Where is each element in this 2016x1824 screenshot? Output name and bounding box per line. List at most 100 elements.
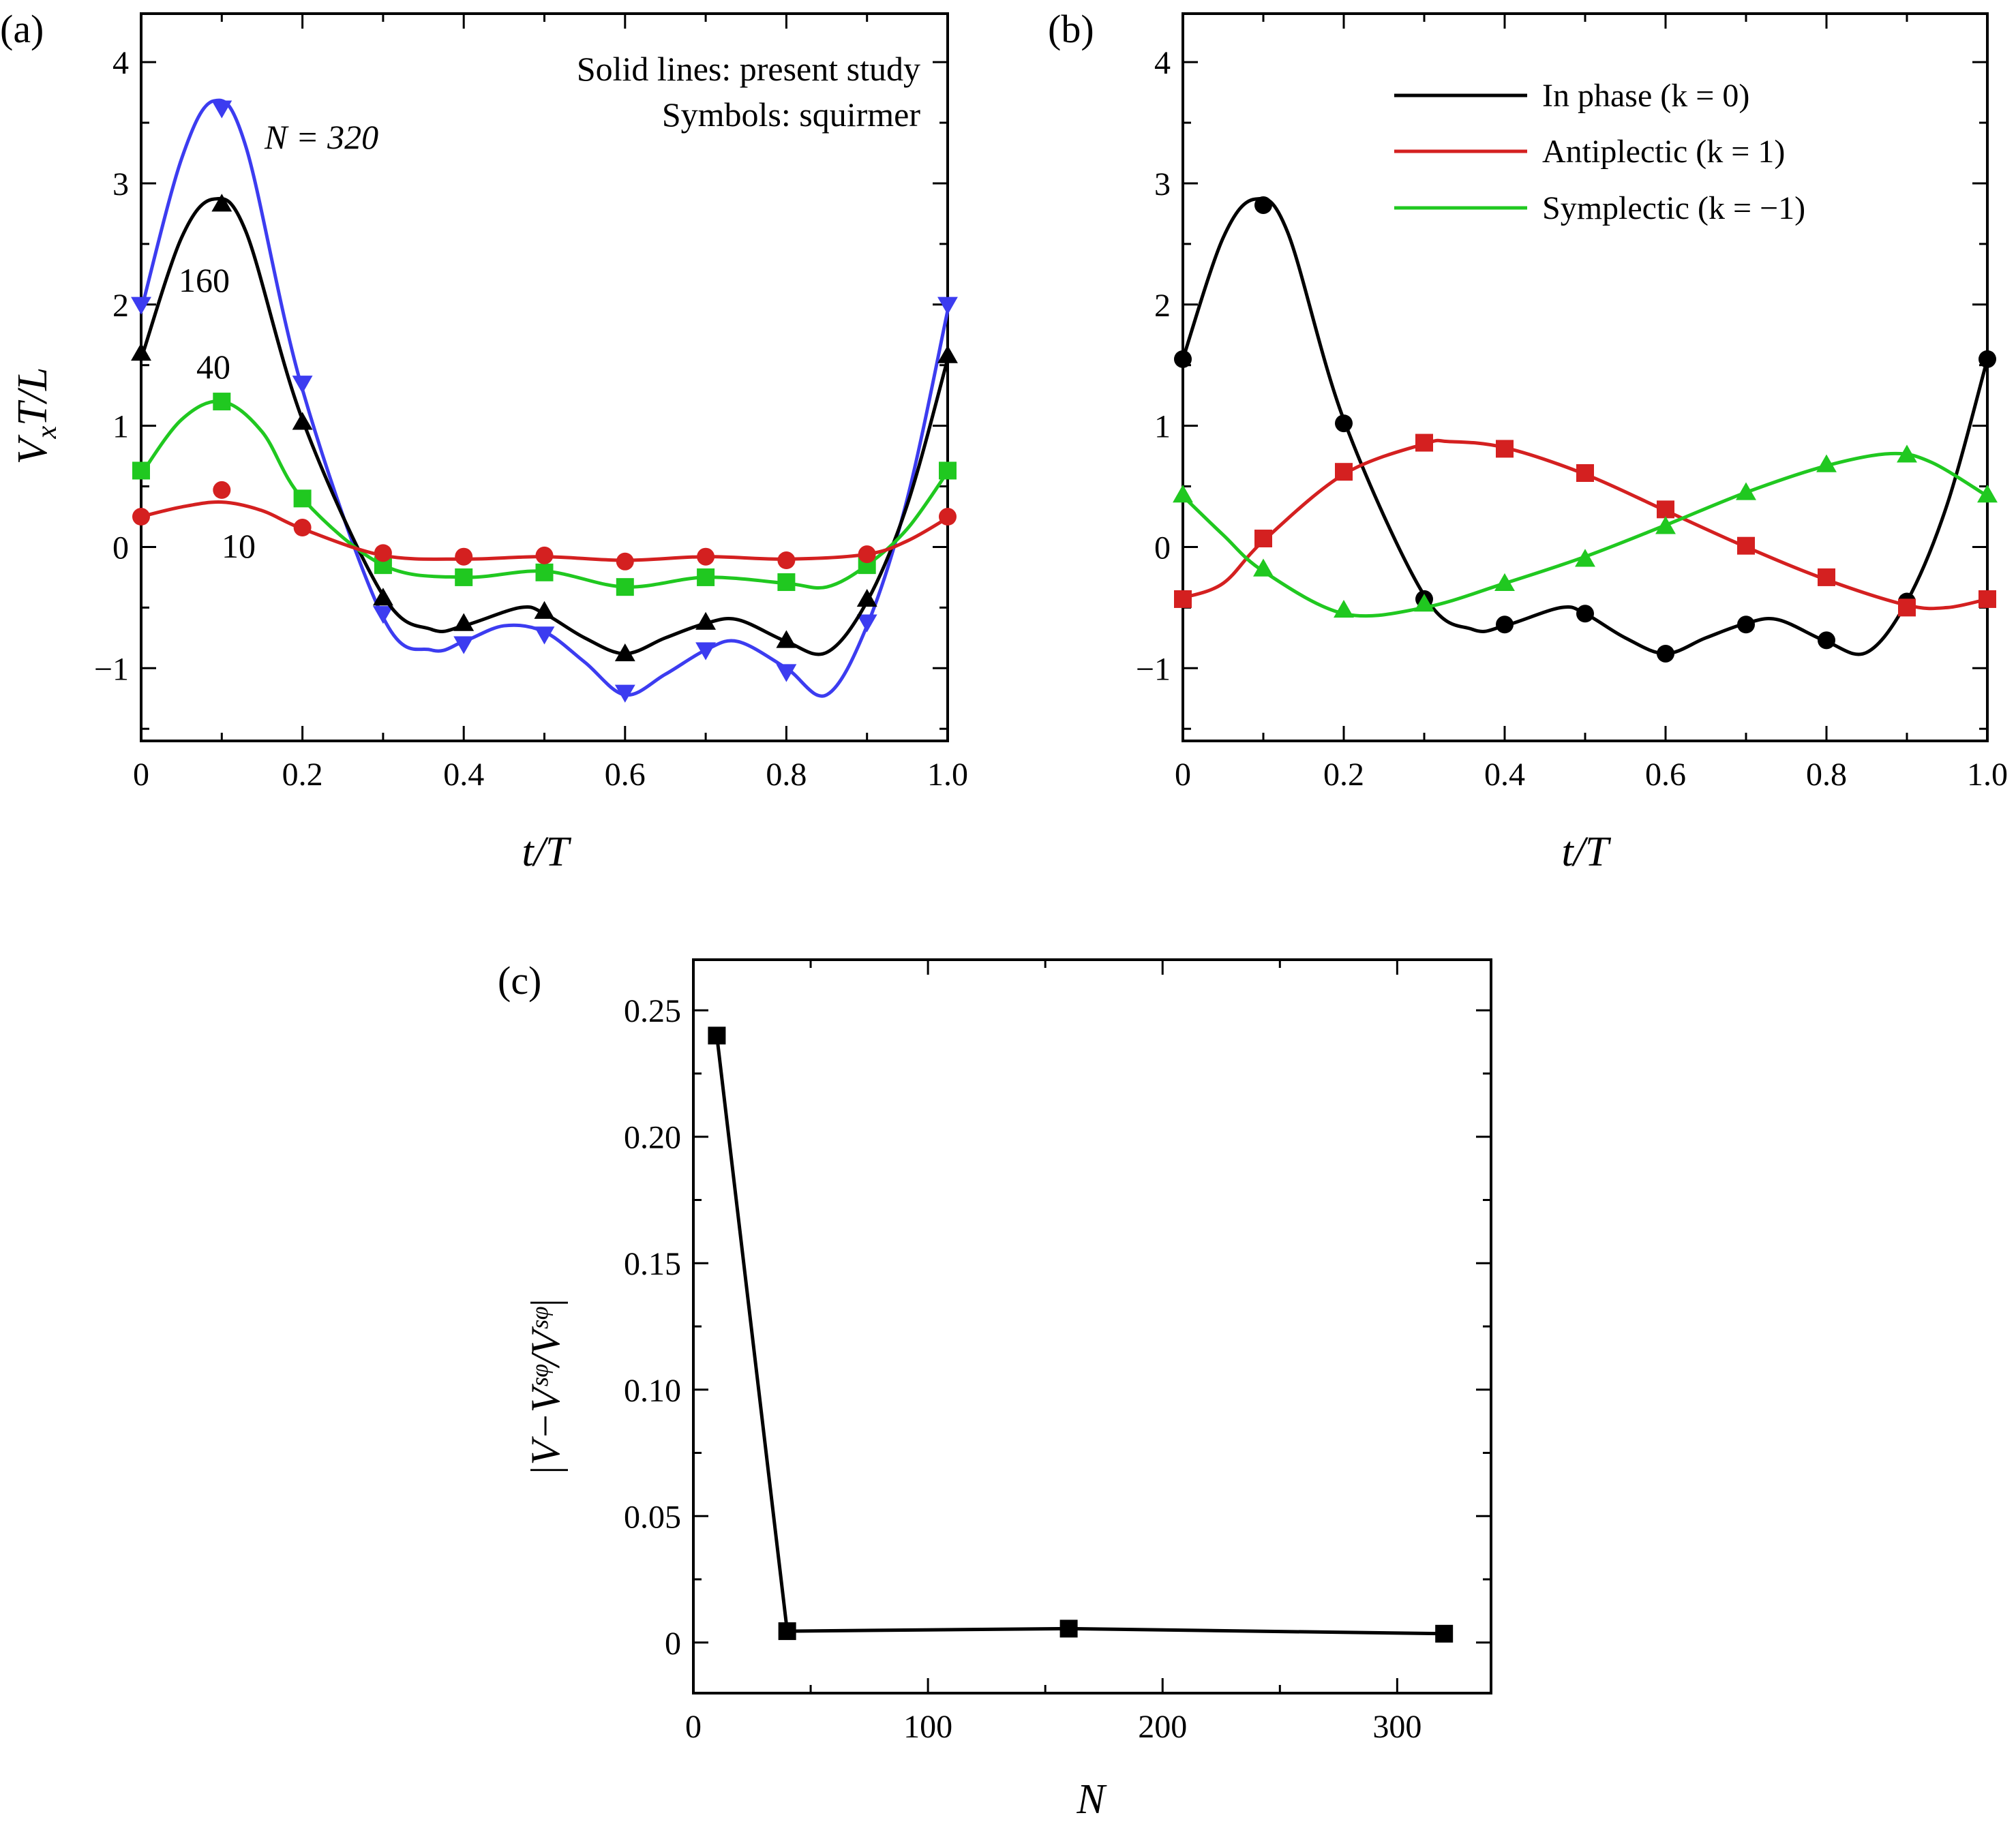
panel-a-series-3-point (616, 552, 634, 571)
panel-a-ytick-label: 4 (112, 45, 129, 81)
panel-b-series-2-point (1334, 599, 1354, 618)
panel-b-series-1-point (1818, 568, 1835, 586)
panel-b-series-1-point (1335, 463, 1353, 481)
panel-b-xlabel: t/T (1562, 829, 1612, 875)
panel-a-series-0-point (292, 376, 313, 394)
panel-b-xtick-label: 0.8 (1806, 757, 1847, 793)
legend-label-symplectic: Symplectic (k = −1) (1542, 190, 1805, 226)
panel-a-series-2-point (132, 461, 150, 480)
panel-a-ytick-label: −1 (94, 651, 129, 687)
panel-a-series-1-point (776, 630, 797, 648)
panel-a-series-2-point (213, 393, 231, 411)
panel-a-label: (a) (0, 7, 44, 51)
panel-a-series-3-point (455, 547, 473, 566)
panel-a-series-0-point (614, 684, 635, 703)
panel-c-ytick-label: 0.15 (624, 1246, 681, 1282)
panel-b-series-2-point (1173, 485, 1193, 503)
panel-a-series-0-point (856, 614, 877, 633)
curve-label-320: N = 320 (264, 118, 378, 156)
panel-a-series-1-point (131, 342, 151, 361)
panel-b-series-2-point (1977, 485, 1998, 503)
panel-b-series-1-point (1496, 440, 1514, 458)
panel-b-series-0-point (1335, 414, 1353, 433)
panel-b-series-1-point (1657, 500, 1674, 519)
panel-a-ytick-label: 3 (112, 166, 129, 202)
panel-a-series-0-point (776, 664, 797, 682)
panel-b-series-0-point (1254, 196, 1272, 214)
panel-c-ytick-label: 0.20 (624, 1120, 681, 1156)
panel-b-series-0-point (1576, 605, 1594, 623)
panel-a-series-1-point (211, 194, 232, 212)
panel-c-series-0-point (708, 1027, 726, 1045)
panel-a-series-2-point (293, 489, 312, 508)
panel-a-series-0 (131, 98, 958, 703)
panel-b-xtick-label: 0 (1175, 757, 1191, 793)
panel-a-series-3-point (132, 508, 150, 526)
legend-b: In phase (k = 0) Antiplectic (k = 1) Sym… (1394, 78, 1805, 226)
curve-label-40: 40 (196, 348, 230, 386)
panel-b-series-0 (1174, 196, 1996, 663)
panel-c-frame (692, 958, 1492, 1694)
panel-a-series-3-point (535, 546, 554, 564)
panel-b-series-2-point (1253, 558, 1274, 577)
panel-a-series-2-point (939, 461, 957, 480)
curve-label-10: 10 (222, 527, 256, 565)
panel-a-ytick-label: 1 (112, 409, 129, 445)
panel-b-series-1-point (1979, 590, 1996, 608)
legend-label-antiplectic: Antiplectic (k = 1) (1542, 134, 1785, 170)
panel-a-series-2-point (616, 578, 634, 596)
panel-a-series-1-point (372, 588, 393, 606)
panel-b-series-0-point (1657, 644, 1674, 663)
panel-b-series-2-point (1736, 482, 1756, 500)
panel-a-xtick-label: 0.2 (282, 757, 323, 793)
panel-b-series-0-point (1818, 631, 1835, 650)
panel-c-ytick-label: 0.05 (624, 1499, 681, 1535)
panel-a-series-2-point (777, 573, 796, 592)
panel-b-ytick-label: 4 (1154, 45, 1171, 81)
panel-a-series-3-line (140, 500, 949, 562)
panel-a-series-1-point (614, 643, 635, 662)
panel-b-series-1-point (1415, 434, 1433, 452)
panel-a-ylabel: VxT/L (10, 367, 63, 465)
panel-c-xtick-label: 300 (1372, 1709, 1421, 1745)
panel-a-series-1-point (534, 601, 555, 619)
panel-a-series-3-point (293, 519, 312, 537)
panel-a-xtick-label: 0.8 (766, 757, 807, 793)
panel-a-series-1-point (856, 588, 877, 607)
panel-b-series-2-point (1655, 516, 1676, 534)
panel-a-series-3-point (858, 545, 876, 564)
panel-a-series-2 (132, 393, 957, 596)
panel-c-series-0-point (778, 1622, 796, 1641)
panel-a-series-3-point (939, 508, 957, 526)
panel-b-series-0-point (1174, 350, 1192, 368)
panel-a-series-1-point (292, 412, 313, 430)
panel-a-series-0-point (534, 626, 555, 645)
panel-a-series-3-point (374, 544, 392, 562)
panel-b-xtick-label: 0.6 (1645, 757, 1686, 793)
panel-b-series-1-point (1254, 530, 1272, 548)
panel-b-series-1-point (1898, 598, 1916, 617)
panel-c-ytick-label: 0.10 (624, 1373, 681, 1409)
curve-label-160: 160 (179, 261, 230, 299)
panel-a-series-1-point (453, 613, 475, 631)
panel-a-series-2-point (697, 568, 715, 586)
panel-c-series-0-line (714, 1035, 1445, 1636)
panel-a-series-3 (132, 481, 957, 571)
panel-b-xtick-label: 0.2 (1323, 757, 1364, 793)
panel-a-xlabel: t/T (522, 829, 572, 875)
panel-a-series-0-point (453, 636, 475, 654)
panel-b-series-2-point (1575, 549, 1595, 567)
panel-c-xtick-label: 0 (685, 1709, 702, 1745)
annotation-solid-lines: Solid lines: present study (577, 50, 920, 88)
panel-b-xtick-label: 0.4 (1484, 757, 1525, 793)
legend-label-in-phase: In phase (k = 0) (1542, 78, 1749, 114)
panel-c-label: (c) (498, 958, 541, 1003)
panel-b-label: (b) (1048, 7, 1094, 51)
panel-c-series-0-point (1059, 1620, 1078, 1638)
panel-b-ytick-label: 2 (1154, 288, 1171, 324)
panel-b-series-0-point (1737, 615, 1755, 634)
panel-b-series-2-point (1414, 594, 1434, 612)
panel-a-xtick-label: 0.4 (443, 757, 484, 793)
panel-b-series-1-point (1576, 463, 1594, 482)
panel-b-ytick-label: 3 (1154, 166, 1171, 202)
